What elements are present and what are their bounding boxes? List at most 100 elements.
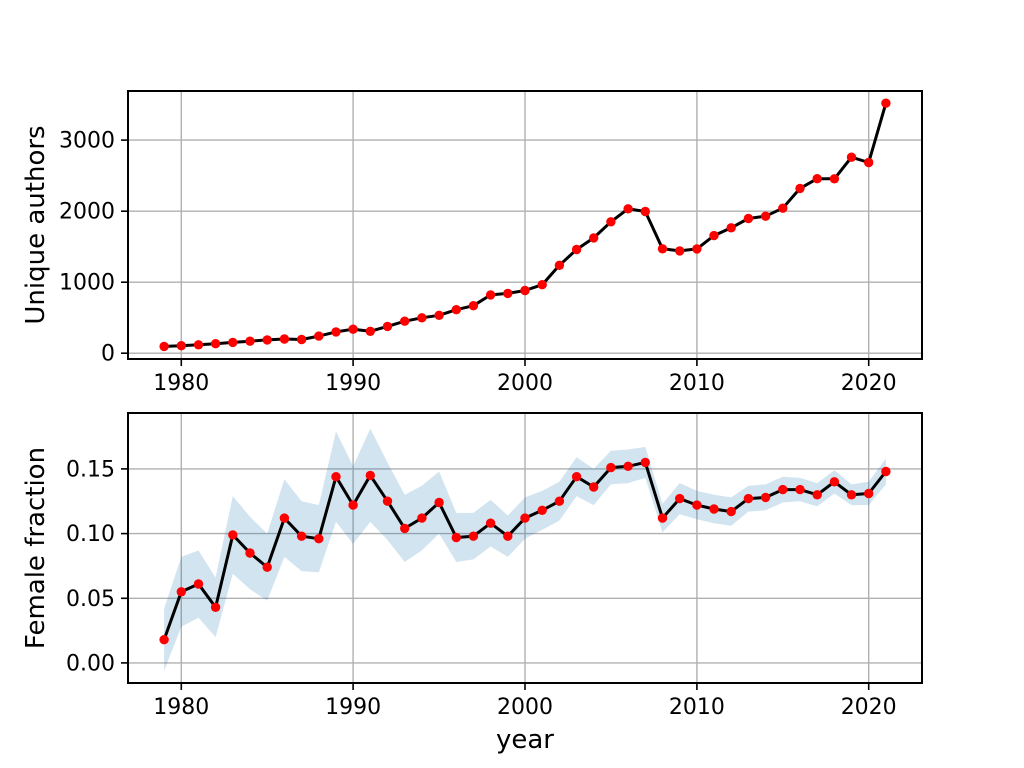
data-point — [451, 532, 461, 543]
data-point — [520, 285, 530, 296]
data-point — [623, 204, 633, 214]
data-point — [503, 531, 513, 541]
data-point — [726, 506, 736, 517]
data-point — [846, 152, 857, 162]
axes-spines — [127, 412, 923, 684]
x-axis-label: year — [495, 725, 555, 755]
x-tick-label: 2000 — [497, 371, 553, 396]
data-point — [864, 157, 874, 168]
data-point — [760, 492, 771, 503]
data-point — [176, 587, 186, 597]
x-tick-label: 1990 — [325, 695, 381, 720]
data-point — [348, 500, 358, 510]
data-point — [812, 174, 822, 184]
y-tick-label: 0.15 — [66, 457, 115, 482]
data-point — [657, 513, 668, 523]
data-point — [829, 477, 840, 487]
data-point — [881, 466, 891, 477]
data-point — [709, 230, 719, 241]
data-point — [623, 461, 633, 471]
data-point — [692, 244, 702, 254]
data-point — [795, 484, 805, 495]
x-tick-label: 2010 — [669, 371, 725, 396]
data-point — [571, 244, 582, 255]
data-point — [331, 327, 341, 337]
data-point — [743, 493, 754, 504]
data-point — [468, 301, 479, 311]
data-point — [571, 472, 582, 482]
data-point — [812, 490, 822, 500]
data-point — [692, 500, 702, 510]
data-point — [193, 579, 204, 589]
x-tick-label: 2000 — [497, 695, 553, 720]
data-point — [400, 523, 410, 534]
data-point — [864, 488, 874, 499]
x-tick-label: 1990 — [325, 371, 381, 396]
y-tick-label: 1000 — [59, 271, 115, 296]
data-point — [434, 497, 444, 508]
data-point — [485, 290, 496, 300]
data-point — [262, 562, 272, 572]
x-tick-label: 2020 — [841, 371, 897, 396]
x-tick-label: 2020 — [841, 695, 897, 720]
x-tick-label: 2010 — [669, 695, 725, 720]
data-point — [348, 324, 358, 334]
data-point — [417, 313, 427, 323]
data-point — [176, 341, 186, 351]
data-point — [417, 513, 427, 523]
data-point — [159, 341, 169, 352]
x-tick-label: 1980 — [153, 695, 209, 720]
data-point — [640, 206, 650, 217]
data-point — [296, 334, 307, 345]
data-point — [675, 493, 685, 504]
y-tick-label: 0.10 — [66, 522, 115, 547]
data-point — [554, 496, 565, 506]
data-point — [400, 316, 410, 326]
x-tick-label: 1980 — [153, 371, 209, 396]
data-point — [675, 246, 685, 256]
y-tick-label: 0 — [101, 342, 115, 367]
data-point — [743, 213, 754, 224]
data-point — [245, 336, 255, 346]
y-tick-label: 0.00 — [66, 651, 115, 676]
data-point — [829, 174, 840, 184]
data-point — [228, 530, 238, 540]
data-point — [382, 321, 393, 332]
data-point — [709, 504, 719, 514]
data-point — [520, 513, 530, 523]
axes-spines — [127, 90, 923, 360]
data-point — [537, 505, 547, 515]
data-point — [210, 339, 221, 349]
unique-authors-chart: 1980 1990 2000 2010 2020 0 1000 2000 3000 — [59, 90, 923, 396]
data-point — [210, 602, 221, 612]
y-tick-label: 2000 — [59, 200, 115, 225]
data-point — [193, 340, 204, 350]
data-point — [245, 548, 255, 558]
data-point — [434, 310, 444, 320]
data-point — [468, 531, 479, 541]
data-point — [554, 260, 565, 270]
data-point — [537, 280, 547, 290]
data-point — [262, 335, 272, 345]
y-tick-label: 0.05 — [66, 587, 115, 612]
data-point — [382, 496, 393, 506]
data-point — [640, 457, 650, 468]
data-point — [314, 331, 324, 341]
female-fraction-chart: 1980 1990 2000 2010 2020 0.00 0.05 0.10 0.15 — [66, 412, 923, 720]
data-point — [365, 326, 375, 336]
data-point — [451, 305, 461, 315]
data-point — [365, 470, 375, 481]
data-point — [795, 183, 805, 194]
data-point — [159, 635, 169, 645]
data-point — [606, 217, 616, 227]
data-point — [726, 223, 736, 233]
data-point — [228, 337, 238, 348]
data-point — [881, 98, 891, 108]
bottom-chart-ylabel: Female fraction — [21, 446, 51, 650]
data-point — [279, 334, 290, 344]
data-point — [778, 203, 788, 213]
data-point — [331, 472, 341, 482]
data-point — [485, 518, 496, 528]
